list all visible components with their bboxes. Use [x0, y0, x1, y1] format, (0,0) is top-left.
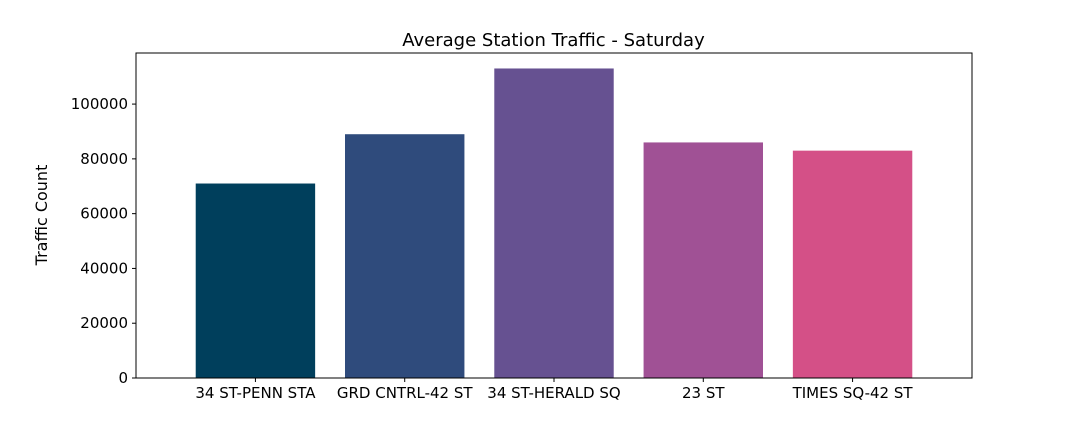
- x-tick-label: GRD CNTRL-42 ST: [337, 384, 474, 402]
- y-tick-label: 80000: [80, 150, 128, 168]
- bar-3: [643, 142, 763, 378]
- y-axis-ticks: 0 20000 40000 60000 80000 100000: [71, 95, 136, 387]
- y-axis-label: Traffic Count: [32, 165, 51, 267]
- bar-2: [494, 68, 614, 378]
- bars-group: [195, 68, 913, 378]
- plot-frame: [135, 52, 973, 379]
- bar-1: [345, 134, 465, 378]
- chart-title: Average Station Traffic - Saturday: [402, 30, 705, 51]
- x-axis-ticks: 34 ST-PENN STA GRD CNTRL-42 ST 34 ST-HERAL…: [195, 378, 913, 402]
- bar-4: [792, 150, 913, 378]
- y-tick-label: 0: [118, 369, 128, 387]
- y-tick-label: 100000: [71, 95, 128, 113]
- x-tick-label: 23 ST: [682, 384, 725, 402]
- x-tick-label: TIMES SQ-42 ST: [792, 384, 914, 402]
- x-tick-label: 34 ST-PENN STA: [195, 384, 316, 402]
- y-tick-label: 20000: [80, 314, 128, 332]
- y-tick-label: 60000: [80, 205, 128, 223]
- bar-0: [195, 183, 316, 378]
- y-tick-label: 40000: [80, 259, 128, 277]
- x-tick-label: 34 ST-HERALD SQ: [487, 384, 620, 402]
